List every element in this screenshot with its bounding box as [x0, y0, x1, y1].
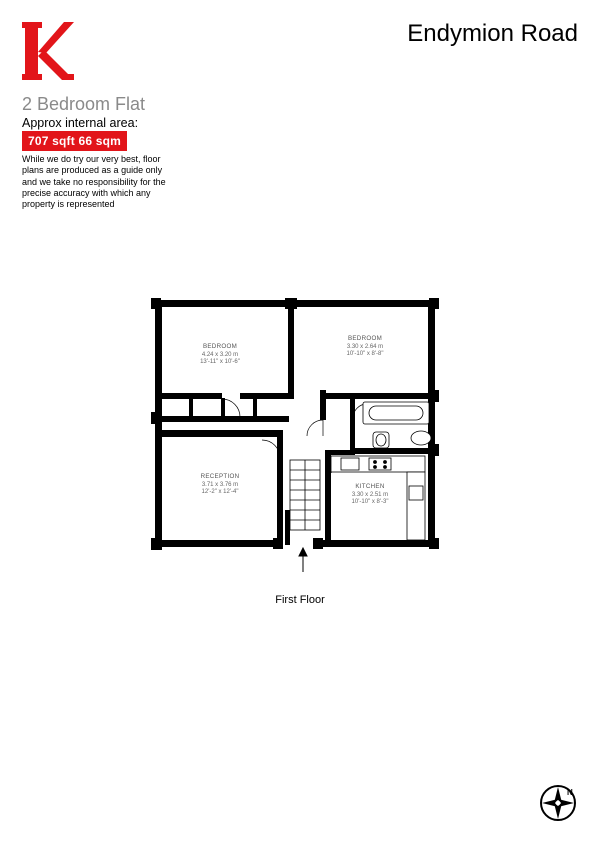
room-dim-kitchen-ft: 10'-10" x 8'-3" — [352, 499, 389, 505]
room-label-reception: RECEPTION — [201, 473, 240, 480]
room-dim-reception-ft: 12'-2" x 12'-4" — [202, 489, 239, 495]
subtitle: 2 Bedroom Flat — [22, 94, 145, 115]
room-label-kitchen: KITCHEN — [355, 483, 384, 490]
room-dim-reception-m: 3.71 x 3.76 m — [202, 482, 238, 488]
room-label-bedroom1: BEDROOM — [203, 343, 237, 350]
room-dim-bedroom2-ft: 10'-10" x 8'-8" — [347, 351, 384, 357]
compass-icon: N — [538, 783, 578, 828]
area-badge: 707 sqft 66 sqm — [22, 131, 127, 151]
disclaimer-text: While we do try our very best, floor pla… — [22, 154, 167, 210]
floor-label: First Floor — [0, 594, 600, 606]
room-label-bedroom2: BEDROOM — [348, 335, 382, 342]
room-dim-bedroom1-ft: 13'-11" x 10'-6" — [200, 359, 240, 365]
room-dim-bedroom1-m: 4.24 x 3.20 m — [202, 352, 238, 358]
room-dim-kitchen-m: 3.30 x 2.51 m — [352, 492, 388, 498]
compass-n-label: N — [567, 788, 573, 797]
approx-area-label: Approx internal area: — [22, 116, 138, 130]
floor-plan: BEDROOM 4.24 x 3.20 m 13'-11" x 10'-6" B… — [145, 290, 455, 585]
logo — [22, 20, 74, 93]
room-dim-bedroom2-m: 3.30 x 2.64 m — [347, 344, 383, 350]
property-title: Endymion Road — [407, 20, 578, 48]
